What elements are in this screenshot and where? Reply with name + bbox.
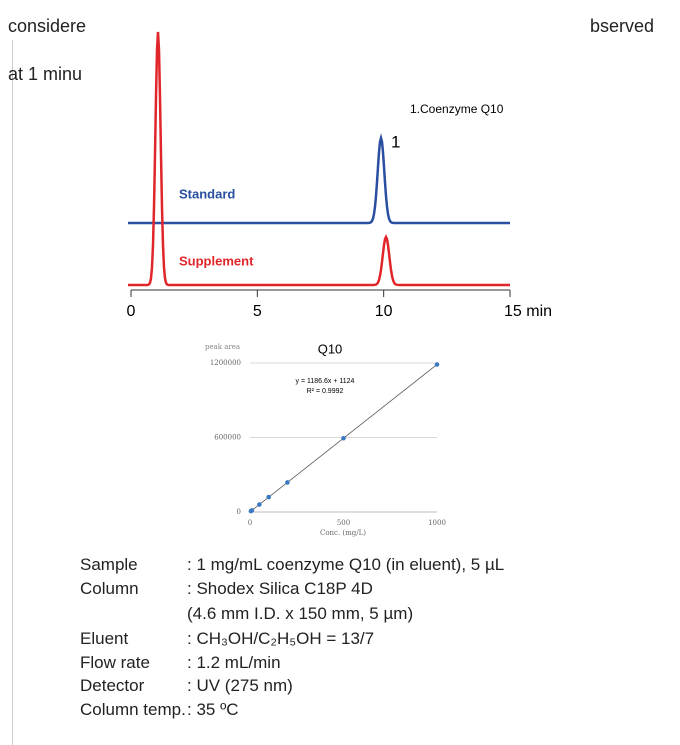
peak-legend: 1.Coenzyme Q10: [410, 102, 504, 116]
x-tick-label: 1000: [428, 519, 446, 527]
x-tick-label: 10: [375, 303, 393, 320]
y-tick-label: 0: [237, 508, 241, 516]
trace-label: Standard: [179, 186, 235, 201]
text-fragment: bserved: [590, 16, 655, 36]
x-tick-label: 0: [127, 303, 136, 320]
data-point: [266, 494, 271, 500]
x-tick-label: 15 min: [504, 303, 552, 320]
y-tick-label: 1200000: [210, 359, 241, 367]
chart-title: Q10: [318, 341, 343, 356]
condition-label: Detector: [80, 676, 145, 695]
x-axis-title: Conc. (mg/L): [320, 529, 366, 537]
trace-label: Supplement: [179, 253, 254, 268]
text-fragment: considere: [8, 16, 87, 36]
condition-label: Flow rate: [80, 653, 150, 672]
condition-label: Sample: [80, 555, 138, 574]
data-point: [285, 480, 290, 485]
condition-label: Column temp.: [80, 700, 186, 719]
condition-label: Column: [80, 579, 139, 598]
data-point: [257, 502, 262, 507]
condition-value: : UV (275 nm): [187, 676, 293, 695]
text-fragment: at 1 minu: [8, 64, 83, 84]
condition-value: : 1.2 mL/min: [187, 653, 281, 672]
condition-value: : 1 mg/mL coenzyme Q10 (in eluent), 5 µL: [187, 555, 505, 574]
condition-label: Eluent: [80, 629, 129, 648]
x-tick-label: 500: [337, 519, 350, 527]
r-squared: R² = 0.9992: [307, 388, 344, 395]
trace: [128, 31, 510, 287]
x-tick-label: 5: [253, 303, 262, 320]
y-tick-label: 600000: [214, 434, 241, 442]
peak-label: 1: [391, 132, 400, 151]
equation: y = 1186.6x + 1124: [296, 378, 355, 385]
calibration-chart: 0 600000 1200000 0 500 1000 Q10 peak area Conc. …: [195, 338, 475, 543]
y-axis-title: peak area: [205, 343, 240, 351]
data-point: [341, 435, 346, 441]
data-point: [434, 362, 440, 367]
x-tick-label: 0: [248, 519, 252, 527]
data-point: [249, 508, 255, 513]
condition-value: : 35 ºC: [187, 700, 239, 719]
trace: [128, 133, 510, 225]
condition-value: : Shodex Silica C18P 4D: [187, 579, 373, 598]
condition-value: (4.6 mm I.D. x 150 mm, 5 µm): [187, 604, 414, 623]
quote-border: [12, 40, 13, 745]
condition-value: : CH₃OH/C₂H₅OH = 13/7: [187, 629, 375, 648]
